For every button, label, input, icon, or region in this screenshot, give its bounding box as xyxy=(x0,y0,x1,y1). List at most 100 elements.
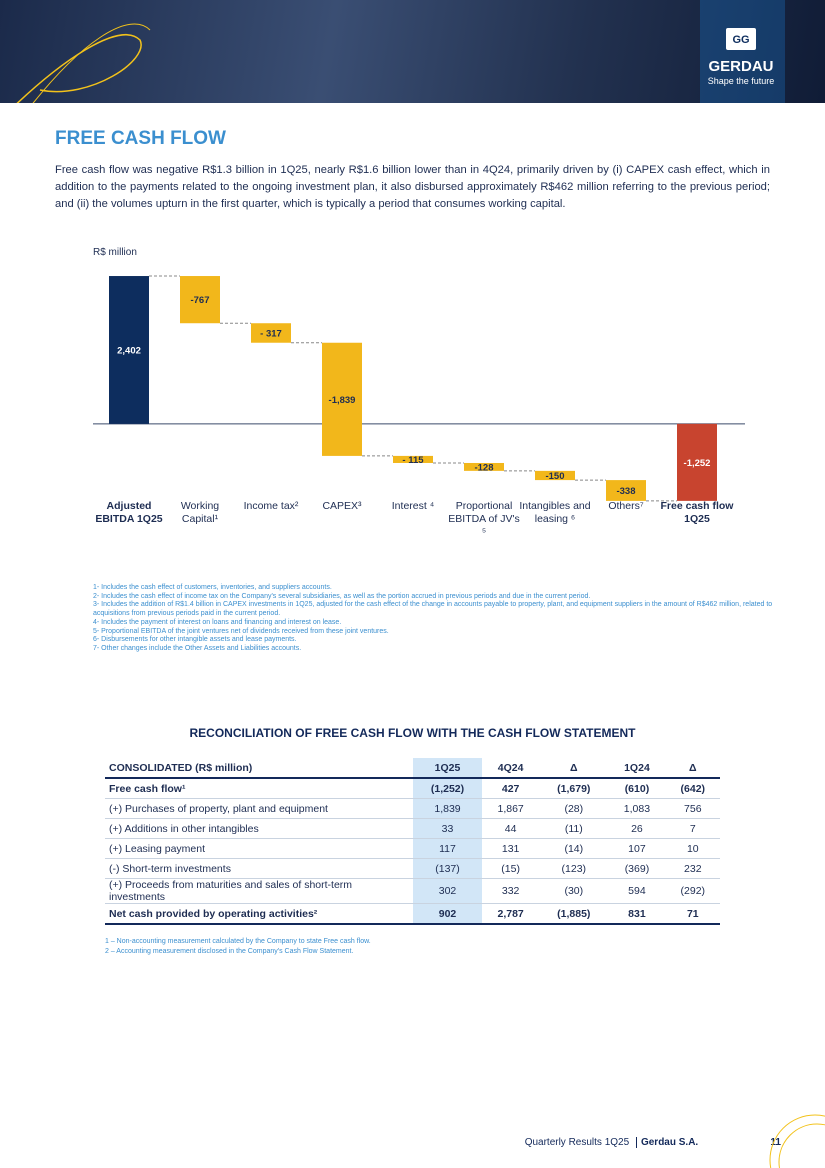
table-cell: 427 xyxy=(482,778,540,799)
column-header: 4Q24 xyxy=(482,758,540,779)
table-cell: 302 xyxy=(413,878,482,904)
value-label: - 115 xyxy=(402,455,424,466)
table-cell: 117 xyxy=(413,838,482,859)
table-cell: 7 xyxy=(665,818,720,839)
footer-art xyxy=(769,1114,825,1168)
bar xyxy=(606,480,646,501)
bar xyxy=(109,276,149,424)
table-title: RECONCILIATION OF FREE CASH FLOW WITH TH… xyxy=(189,726,636,740)
bar xyxy=(180,276,220,324)
table-row: (+) Additions in other intangibles 33 44 (1… xyxy=(105,818,720,839)
chart-note: 4- Includes the payment of interest on l… xyxy=(93,618,342,626)
tagline: Shape the future xyxy=(708,76,775,86)
value-label: -767 xyxy=(190,295,209,306)
waterfall-chart: R$ million 2,402 -767 - 317 -1,839 - 115 -128… xyxy=(93,247,745,502)
table-note: 2 – Accounting measurement disclosed in … xyxy=(105,948,354,955)
table-cell: 33 xyxy=(413,818,482,839)
intro-text: Free cash flow was negative R$1.3 billio… xyxy=(55,164,770,210)
reconciliation-table: CONSOLIDATED (R$ million) 1Q25 4Q24 Δ 1Q24 Δ F… xyxy=(105,758,720,925)
footer: Quarterly Results 1Q25 Gerdau S.A. 11 xyxy=(0,1137,781,1148)
table-cell: 232 xyxy=(665,858,720,879)
table-cell: (30) xyxy=(539,878,609,904)
column-header: Δ xyxy=(665,758,720,779)
table-cell: (28) xyxy=(539,798,609,819)
table-cell: (1,679) xyxy=(539,778,609,799)
bar xyxy=(322,342,362,456)
category-label: Free cash flow 1Q25 xyxy=(660,500,734,525)
column-header: 1Q24 xyxy=(608,758,666,779)
table-cell: (1,885) xyxy=(539,903,609,925)
table-row: (+) Leasing payment 117 131 (14) 107 10 xyxy=(105,838,720,859)
chart-note: 2- Includes the cash effect of income ta… xyxy=(93,592,591,600)
brand: GERDAU xyxy=(708,58,773,75)
value-label: -150 xyxy=(545,471,564,482)
table-cell: (123) xyxy=(539,858,609,879)
table-cell: 594 xyxy=(608,878,666,904)
table-cell: (369) xyxy=(608,858,666,879)
page-number: 11 xyxy=(770,1137,781,1148)
company: Gerdau S.A. xyxy=(640,1137,699,1148)
bar xyxy=(535,470,575,481)
category-label: Income tax² xyxy=(243,500,299,512)
table-cell: Free cash flow¹ xyxy=(105,778,413,799)
value-label: -338 xyxy=(616,486,635,497)
table-cell: 1,839 xyxy=(413,798,482,819)
table-cell: 71 xyxy=(665,903,720,925)
value-label: 2,402 xyxy=(117,345,141,356)
bar xyxy=(677,423,717,501)
table-cell: (610) xyxy=(608,778,666,799)
category-label: Working Capital¹ xyxy=(180,500,220,525)
header-banner: GG GERDAU Shape the future xyxy=(0,0,825,103)
section-title: FREE CASH FLOW xyxy=(55,128,226,149)
table-cell: 26 xyxy=(608,818,666,839)
table-cell: (137) xyxy=(413,858,482,879)
table-cell: 1,867 xyxy=(482,798,540,819)
bar xyxy=(251,323,291,343)
value-label: - 317 xyxy=(260,328,282,339)
table-cell: (11) xyxy=(539,818,609,839)
column-header: 1Q25 xyxy=(413,758,482,779)
table-row: Net cash provided by operating activitie… xyxy=(105,903,720,925)
table-cell: 131 xyxy=(482,838,540,859)
table-cell: (642) xyxy=(665,778,720,799)
table-row: (+) Proceeds from maturities and sales o… xyxy=(105,878,720,904)
table-note: 1 – Non-accounting measurement calculate… xyxy=(105,938,371,945)
category-label: Adjusted EBITDA 1Q25 xyxy=(95,500,163,525)
bar xyxy=(393,455,433,463)
table-cell: 902 xyxy=(413,903,482,925)
banner-art: GG GERDAU Shape the future xyxy=(16,0,785,103)
category-label: Others⁷ xyxy=(608,500,644,512)
table-cell: (+) Additions in other intangibles xyxy=(105,818,413,839)
table-cell: 756 xyxy=(665,798,720,819)
table-notes: 1 – Non-accounting measurement calculate… xyxy=(105,937,371,957)
chart-note: 5- Proportional EBITDA of the joint vent… xyxy=(93,627,389,635)
column-header: Δ xyxy=(539,758,609,779)
table-cell: (+) Leasing payment xyxy=(105,838,413,859)
table-cell: (14) xyxy=(539,838,609,859)
table-cell: 831 xyxy=(608,903,666,925)
category-label: Proportional EBITDA of JV's ⁵ xyxy=(448,500,520,538)
table-cell: (292) xyxy=(665,878,720,904)
table-row: (+) Purchases of property, plant and equ… xyxy=(105,798,720,819)
value-label: -128 xyxy=(474,462,493,473)
table-cell: 2,787 xyxy=(482,903,540,925)
value-label: -1,839 xyxy=(329,395,356,406)
table-cell: (+) Purchases of property, plant and equ… xyxy=(105,798,413,819)
table-cell: 44 xyxy=(482,818,540,839)
table-cell: (-) Short-term investments xyxy=(105,858,413,879)
category-label: CAPEX³ xyxy=(322,500,362,512)
table-cell: Net cash provided by operating activitie… xyxy=(105,903,413,925)
table-cell: (15) xyxy=(482,858,540,879)
y-axis-label: R$ million xyxy=(93,247,137,258)
chart-note: 6- Disbursements for other intangible as… xyxy=(93,636,297,644)
table-cell: 1,083 xyxy=(608,798,666,819)
chart-note: 7- Other changes include the Other Asset… xyxy=(93,644,302,652)
table-row: Free cash flow¹ (1,252) 427 (1,679) (610) (64… xyxy=(105,778,720,799)
table-cell: 107 xyxy=(608,838,666,859)
report-name: Quarterly Results 1Q25 xyxy=(524,1137,630,1148)
chart-note: 1- Includes the cash effect of customers… xyxy=(93,584,332,591)
table-cell: (+) Proceeds from maturities and sales o… xyxy=(105,878,413,904)
table-cell: (1,252) xyxy=(413,778,482,799)
table-row: (-) Short-term investments (137) (15) (123)… xyxy=(105,858,720,879)
bar xyxy=(464,462,504,471)
